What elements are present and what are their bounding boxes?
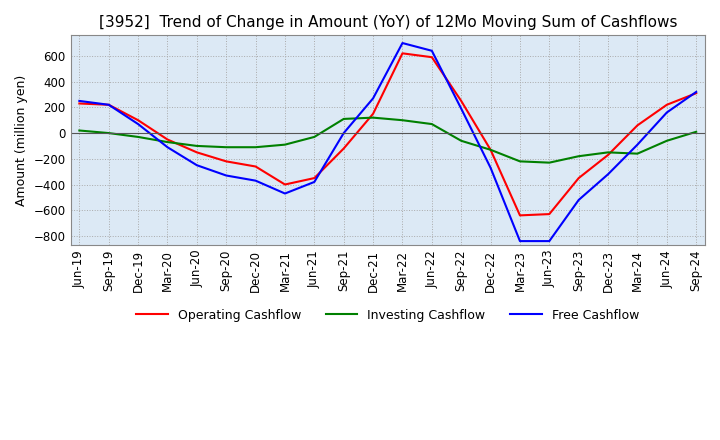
- Free Cashflow: [545, 238, 554, 244]
- Operating Cashflow: [369, 111, 377, 117]
- Free Cashflow: [575, 197, 583, 202]
- Operating Cashflow: [251, 164, 260, 169]
- Investing Cashflow: [398, 117, 407, 123]
- Investing Cashflow: [457, 138, 466, 143]
- Investing Cashflow: [575, 154, 583, 159]
- Line: Investing Cashflow: Investing Cashflow: [79, 117, 696, 163]
- Investing Cashflow: [222, 145, 230, 150]
- Free Cashflow: [75, 98, 84, 103]
- Investing Cashflow: [192, 143, 201, 149]
- Operating Cashflow: [428, 55, 436, 60]
- Free Cashflow: [222, 173, 230, 178]
- Operating Cashflow: [398, 51, 407, 56]
- Free Cashflow: [662, 110, 671, 115]
- Operating Cashflow: [75, 101, 84, 106]
- Free Cashflow: [281, 191, 289, 196]
- Free Cashflow: [339, 130, 348, 136]
- Investing Cashflow: [251, 145, 260, 150]
- Title: [3952]  Trend of Change in Amount (YoY) of 12Mo Moving Sum of Cashflows: [3952] Trend of Change in Amount (YoY) o…: [99, 15, 677, 30]
- Free Cashflow: [163, 145, 172, 150]
- Free Cashflow: [457, 106, 466, 111]
- Free Cashflow: [692, 89, 701, 95]
- Investing Cashflow: [134, 134, 143, 139]
- Free Cashflow: [310, 179, 319, 184]
- Investing Cashflow: [75, 128, 84, 133]
- Free Cashflow: [192, 163, 201, 168]
- Operating Cashflow: [575, 176, 583, 181]
- Free Cashflow: [104, 102, 113, 107]
- Investing Cashflow: [516, 159, 524, 164]
- Investing Cashflow: [281, 142, 289, 147]
- Operating Cashflow: [516, 213, 524, 218]
- Operating Cashflow: [662, 102, 671, 107]
- Investing Cashflow: [163, 139, 172, 145]
- Investing Cashflow: [310, 134, 319, 139]
- Operating Cashflow: [310, 176, 319, 181]
- Operating Cashflow: [104, 102, 113, 107]
- Operating Cashflow: [192, 150, 201, 155]
- Operating Cashflow: [486, 147, 495, 152]
- Investing Cashflow: [486, 147, 495, 152]
- Line: Operating Cashflow: Operating Cashflow: [79, 53, 696, 215]
- Investing Cashflow: [633, 151, 642, 156]
- Operating Cashflow: [281, 182, 289, 187]
- Investing Cashflow: [369, 115, 377, 120]
- Line: Free Cashflow: Free Cashflow: [79, 43, 696, 241]
- Investing Cashflow: [428, 121, 436, 127]
- Free Cashflow: [516, 238, 524, 244]
- Free Cashflow: [428, 48, 436, 53]
- Operating Cashflow: [633, 123, 642, 128]
- Free Cashflow: [633, 142, 642, 147]
- Free Cashflow: [398, 40, 407, 46]
- Operating Cashflow: [604, 152, 613, 158]
- Free Cashflow: [134, 121, 143, 127]
- Free Cashflow: [251, 178, 260, 183]
- Free Cashflow: [486, 165, 495, 170]
- Investing Cashflow: [692, 129, 701, 135]
- Investing Cashflow: [104, 130, 113, 136]
- Investing Cashflow: [604, 150, 613, 155]
- Investing Cashflow: [662, 138, 671, 143]
- Operating Cashflow: [545, 212, 554, 217]
- Operating Cashflow: [163, 137, 172, 142]
- Legend: Operating Cashflow, Investing Cashflow, Free Cashflow: Operating Cashflow, Investing Cashflow, …: [132, 304, 644, 327]
- Operating Cashflow: [457, 98, 466, 103]
- Free Cashflow: [369, 96, 377, 101]
- Free Cashflow: [604, 172, 613, 177]
- Operating Cashflow: [339, 146, 348, 151]
- Investing Cashflow: [545, 160, 554, 165]
- Operating Cashflow: [692, 91, 701, 96]
- Operating Cashflow: [134, 117, 143, 123]
- Operating Cashflow: [222, 159, 230, 164]
- Y-axis label: Amount (million yen): Amount (million yen): [15, 74, 28, 206]
- Investing Cashflow: [339, 116, 348, 121]
